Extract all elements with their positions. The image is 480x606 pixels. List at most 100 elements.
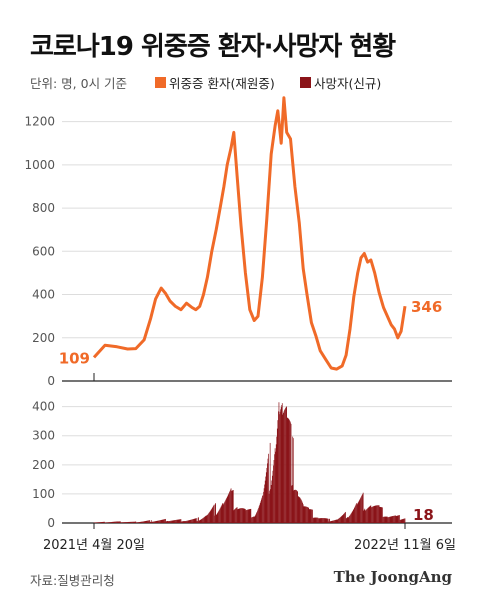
death-bar [367,508,368,523]
death-bar [311,509,312,523]
death-bar [181,521,183,523]
death-bar [258,506,260,523]
death-bar [227,495,229,523]
death-bar [270,489,272,523]
death-bar [240,508,241,523]
death-bar [220,506,222,523]
death-bar [333,520,335,523]
death-bar [391,516,393,523]
death-bar [204,516,206,523]
bar-ytick-0: 0 [47,516,55,530]
death-bar [219,508,221,523]
death-bar [252,516,254,523]
death-bar [371,507,373,523]
death-bar [297,491,299,523]
death-bar [109,522,111,523]
death-bar [132,521,133,523]
death-bar [307,507,309,523]
death-bar [289,419,290,523]
death-bar [102,521,104,523]
death-bar [248,509,250,523]
death-bar [396,515,398,523]
death-bar [334,520,336,523]
death-bar [137,522,139,523]
death-bar [371,507,372,523]
death-bar [330,521,332,523]
death-bar [322,518,323,523]
death-bar [298,497,300,523]
death-bar [268,453,269,523]
death-bar [140,521,142,523]
death-bar [176,519,178,523]
death-bar [341,515,343,523]
death-bar [279,414,280,523]
death-bar [343,513,345,523]
death-bar [263,491,264,523]
death-bar [359,499,361,523]
death-bar [170,520,171,523]
death-bar [121,522,123,523]
death-bar [98,522,99,523]
death-bar [373,505,375,523]
death-bar [137,522,138,523]
death-bar [246,510,247,523]
death-bar [125,522,126,523]
death-bar [183,521,185,523]
death-bar [186,520,187,523]
death-bar [175,519,177,523]
death-bar [178,519,180,523]
death-bar [285,407,286,523]
death-bar [257,510,258,523]
death-bar [215,503,216,523]
line-start-label: 109 [59,349,90,367]
death-bar [192,519,194,523]
death-bar [180,519,182,523]
death-bar [388,517,389,523]
death-bar [221,504,223,523]
death-bar [223,503,225,523]
death-bar [389,516,390,523]
death-bar [377,505,379,523]
death-bar [114,521,115,523]
death-bar [191,519,192,523]
death-bar [275,451,276,523]
death-bar [397,515,399,523]
death-bar [309,509,311,523]
death-bar [336,519,338,523]
death-bar [344,512,346,523]
death-bar [279,411,281,523]
death-bar [157,520,159,523]
death-bar [143,521,144,523]
death-bar [154,521,155,523]
death-bar [216,513,218,523]
death-bar [331,520,333,523]
death-bar [313,517,314,523]
death-bar [293,490,295,523]
death-bar [214,504,216,523]
death-bar [149,521,151,523]
line-ytick-200: 200 [32,331,55,345]
line-ytick-1200: 1200 [24,115,55,129]
death-bar [308,509,310,523]
death-bar [278,411,279,523]
death-bar [226,496,228,523]
death-bar [245,510,247,523]
death-bar [129,521,131,523]
death-bar [296,490,298,523]
death-bar [103,521,104,523]
death-bar [298,496,300,523]
legend-deaths-swatch [300,77,311,88]
death-bar [360,497,362,523]
death-bar [302,504,304,523]
death-bar [347,517,349,523]
death-bar [130,521,132,523]
death-bar [364,508,366,523]
line-ytick-1000: 1000 [24,158,55,172]
death-bar [398,515,399,523]
death-bar [290,423,292,523]
death-bar [393,515,394,523]
death-bar [305,506,306,523]
death-bar [190,519,192,523]
death-bar [398,515,400,523]
